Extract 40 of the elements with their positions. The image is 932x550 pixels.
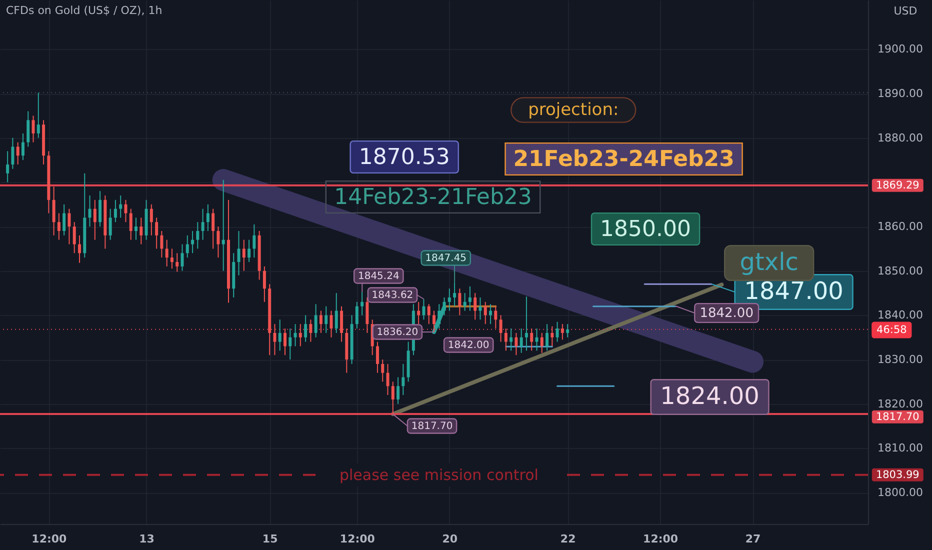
text: 46:58 — [876, 324, 907, 336]
y-tick-label: 1840.00 — [878, 308, 923, 322]
annotation: gtxlc — [740, 248, 798, 276]
y-tick-label: 1800.00 — [878, 486, 923, 500]
annotation: 1850.00 — [600, 217, 692, 242]
annotation: 1847.45 — [425, 253, 467, 264]
annotation: 21Feb23-24Feb23 — [513, 147, 734, 172]
ref-line-label: 1869.29 — [876, 179, 920, 192]
y-tick-label: 1810.00 — [878, 442, 923, 455]
annotation: 1824.00 — [660, 382, 760, 410]
ref-line-label: 1817.70 — [876, 410, 920, 423]
annotation: 1843.62 — [372, 290, 414, 301]
annotation: 14Feb23-21Feb23 — [334, 185, 532, 210]
y-tick-label: 1890.00 — [878, 87, 923, 100]
x-tick-label: 12:00 — [643, 532, 678, 546]
x-tick-label: 13 — [139, 532, 154, 546]
ref-line-label: 1803.99 — [876, 468, 920, 481]
x-tick-label: 22 — [560, 532, 576, 546]
annotation: 1870.53 — [358, 145, 450, 170]
annotation: please see mission control — [339, 466, 538, 484]
annotation: 1836.20 — [376, 327, 418, 338]
annotation: 1845.24 — [358, 271, 400, 282]
x-tick-label: 15 — [262, 532, 278, 546]
y-tick-label: 1860.00 — [878, 220, 923, 234]
annotation: projection: — [528, 100, 619, 120]
y-tick-label: 1830.00 — [878, 353, 923, 366]
x-tick-label: 20 — [442, 532, 458, 546]
y-tick-label: 1880.00 — [878, 131, 923, 144]
annotation: 1842.00 — [448, 340, 490, 351]
x-tick-label: 12:00 — [32, 532, 68, 546]
annotation: 1847.00 — [744, 277, 844, 305]
y-tick-label: 1850.00 — [878, 264, 923, 278]
x-tick-label: 12:00 — [340, 532, 376, 546]
annotation: 1817.70 — [411, 421, 453, 432]
y-tick-label: 1900.00 — [878, 42, 923, 56]
x-tick-label: 27 — [745, 532, 761, 546]
annotation: 1842.00 — [700, 306, 754, 321]
y-tick-label: 1820.00 — [878, 397, 923, 410]
y-axis-title: USD — [894, 4, 918, 18]
chart-title: CFDs on Gold (US$ / OZ), 1h — [6, 4, 162, 17]
